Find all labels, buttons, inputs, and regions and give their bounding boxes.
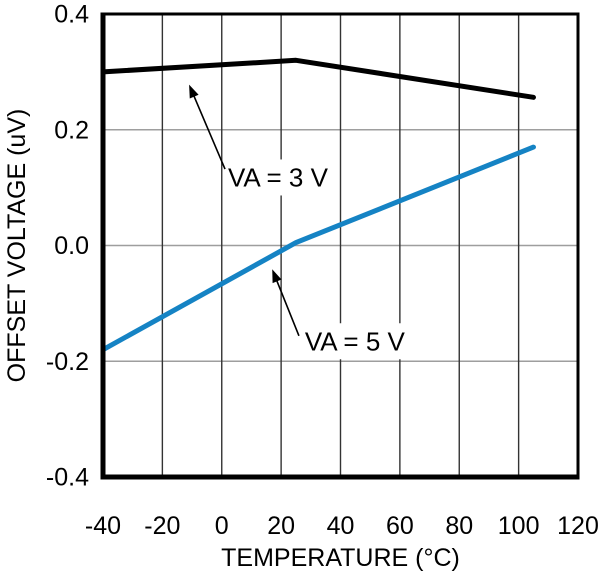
y-tick-label: 0.0 [54, 232, 89, 260]
y-tick-label: -0.2 [46, 348, 89, 376]
series-line-va-5-v [100, 144, 536, 353]
annotation-label: VA = 3 V [228, 162, 329, 192]
x-tick-label: 100 [498, 512, 540, 540]
annotation-label: VA = 5 V [305, 326, 406, 356]
y-tick-label: -0.4 [46, 464, 89, 492]
gridlines [103, 14, 578, 477]
annotation-label-background [222, 159, 334, 196]
axis-tick-labels: -40 -20 0 20 40 60 80 100 120 0.4 0.2 0.0 -0.2 -0.4 [46, 1, 599, 541]
series-annotations: VA = 3 V VA = 5 V [189, 84, 411, 360]
series-line-va-3-v [100, 57, 536, 100]
data-series [100, 57, 536, 353]
plot-frame [100, 12, 580, 480]
annotation-arrow-line [192, 93, 226, 170]
annotation-label-background [299, 323, 411, 360]
y-axis-title: OFFSET VOLTAGE (uV) [3, 109, 31, 383]
x-tick-label: 20 [267, 512, 295, 540]
x-axis-title: TEMPERATURE (°C) [221, 544, 460, 572]
y-tick-label: 0.4 [54, 1, 89, 29]
x-tick-label: -40 [85, 512, 121, 540]
annotation-arrow-line [275, 277, 300, 337]
x-tick-label: 120 [557, 512, 599, 540]
y-tick-label: 0.2 [54, 116, 89, 144]
annotation-arrowhead-icon [272, 269, 282, 284]
x-tick-label: -20 [144, 512, 180, 540]
x-tick-label: 60 [386, 512, 414, 540]
x-tick-label: 80 [445, 512, 473, 540]
annotation-arrowhead-icon [189, 84, 199, 99]
x-tick-label: 0 [215, 512, 229, 540]
x-tick-label: 40 [327, 512, 355, 540]
